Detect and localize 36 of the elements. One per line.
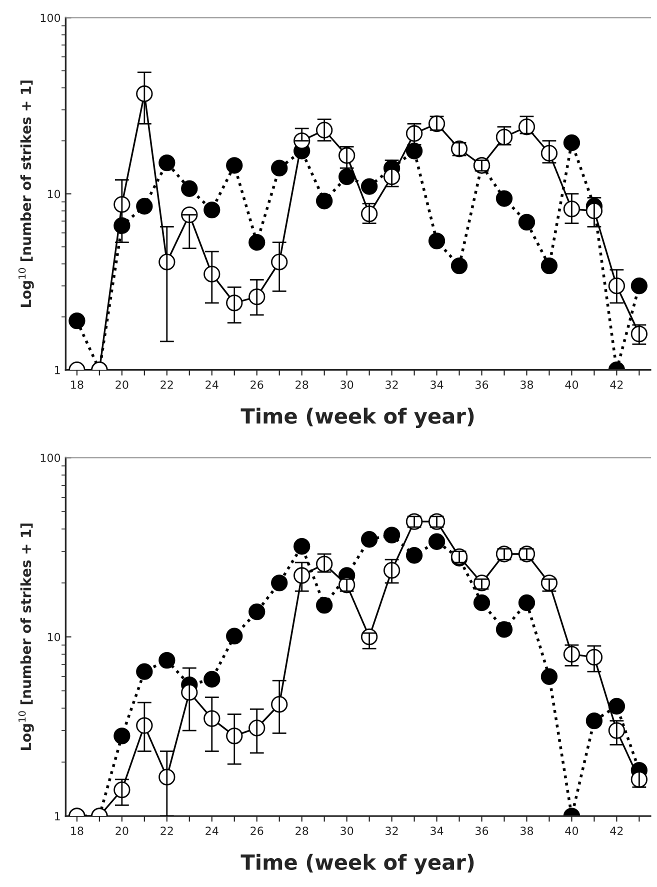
x-tick-label: 20 <box>116 380 128 389</box>
x-tick-label: 34 <box>430 380 444 389</box>
y-tick-label: 100 <box>40 14 60 22</box>
x-tick-label: 34 <box>430 826 444 836</box>
x-axis-title: Time (week of year) <box>240 854 474 874</box>
x-tick-label: 32 <box>386 380 398 389</box>
x-tick-label: 24 <box>206 826 218 835</box>
y-tick-label: 10 <box>48 632 60 642</box>
x-tick-label: 22 <box>160 380 173 389</box>
x-tick-label: 30 <box>340 380 354 389</box>
x-tick-label: 36 <box>476 826 488 836</box>
x-tick-label: 26 <box>250 826 264 836</box>
x-tick-label: 22 <box>160 826 173 835</box>
x-axis-title: Time (week of year) <box>240 408 474 428</box>
x-tick-label: 20 <box>116 826 128 836</box>
y-tick-label: 1 <box>54 812 60 820</box>
x-tick-label: 30 <box>340 826 354 836</box>
x-tick-label: 26 <box>250 380 264 389</box>
x-tick-label: 28 <box>296 380 308 389</box>
y-tick-label: 1 <box>54 366 60 374</box>
y-tick-label: 10 <box>48 190 60 198</box>
x-tick-label: 18 <box>71 380 84 389</box>
x-tick-label: 38 <box>520 826 534 836</box>
y-tick-label: 100 <box>40 454 60 462</box>
x-tick-label: 32 <box>386 826 398 836</box>
x-tick-label: 24 <box>206 380 218 389</box>
x-tick-label: 18 <box>71 826 84 836</box>
x-tick-label: 42 <box>610 380 623 389</box>
y-axis-title: Log$^{10}$ [number of strikes + 1] <box>18 80 34 307</box>
x-tick-label: 40 <box>565 380 578 389</box>
y-axis-title: Log$^{10}$ [number of strikes + 1] <box>18 524 34 750</box>
x-tick-label: 38 <box>520 380 534 389</box>
x-tick-label: 28 <box>296 826 308 836</box>
x-tick-label: 40 <box>565 826 578 836</box>
x-tick-label: 42 <box>610 826 623 835</box>
x-tick-label: 36 <box>476 380 488 389</box>
